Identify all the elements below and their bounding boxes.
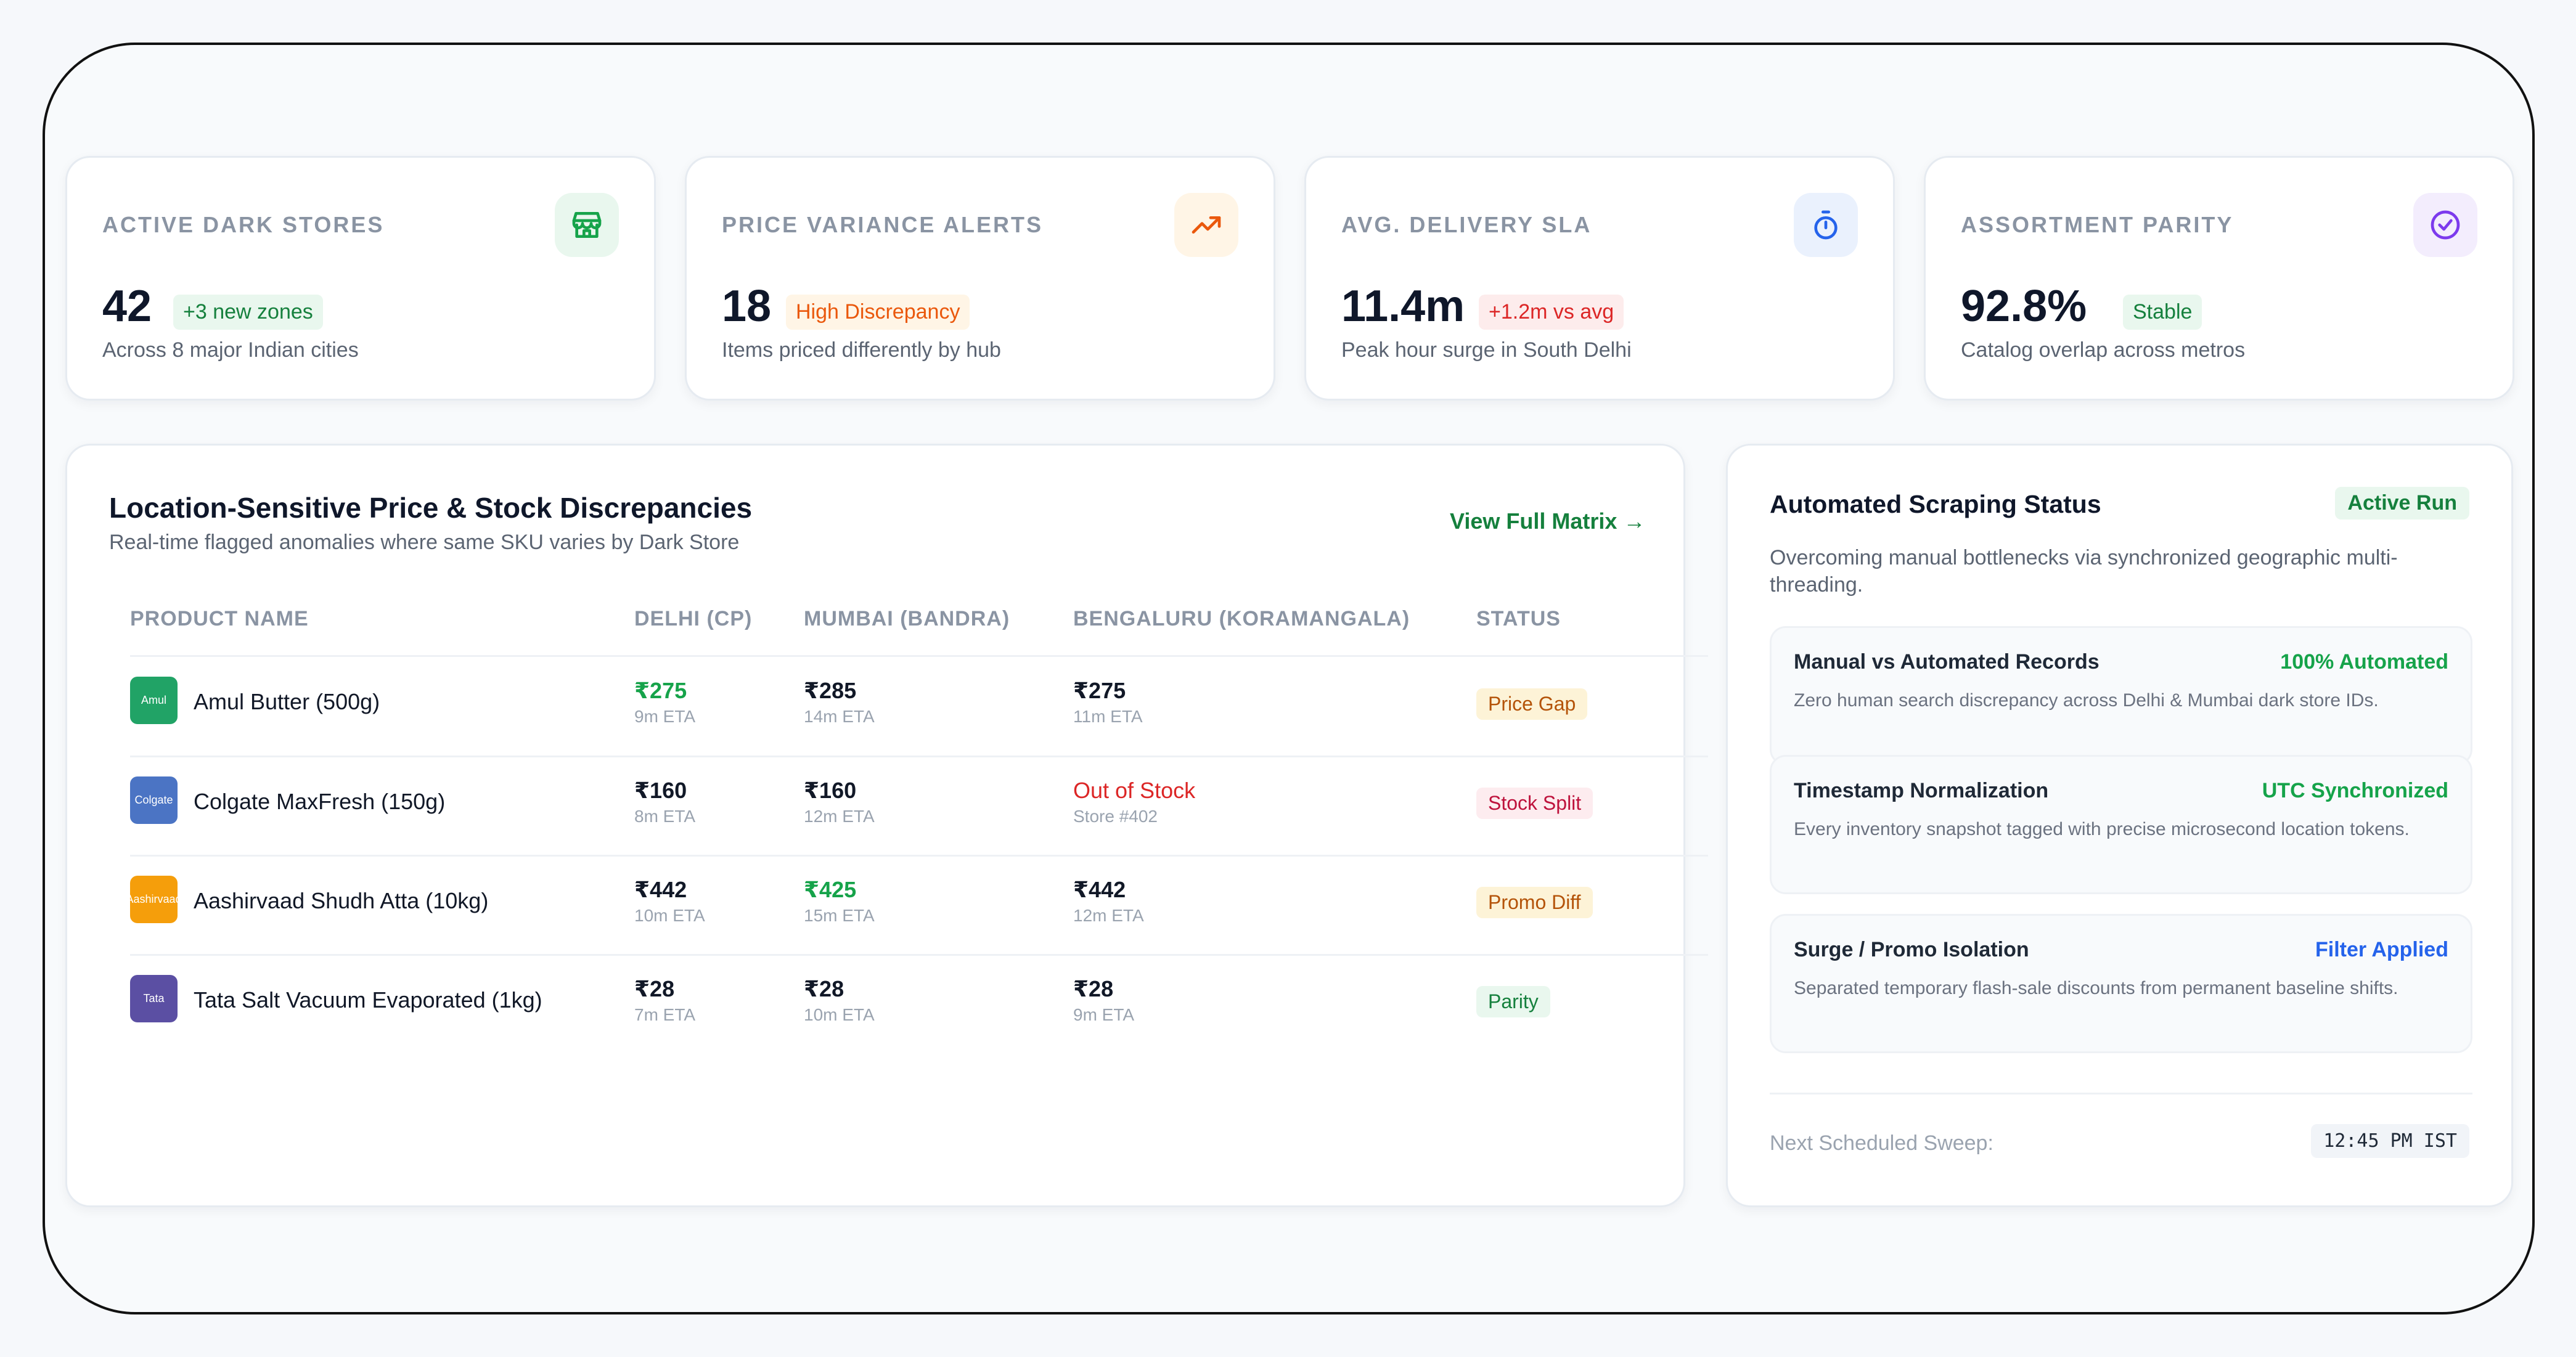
bengaluru-eta: 11m ETA [1073,707,1143,726]
delhi-eta: 8m ETA [634,807,696,826]
mumbai-price: ₹28 [804,976,844,1001]
trending-up-icon [1174,193,1238,257]
stopwatch-icon [1794,193,1858,257]
column-header-bengaluru: BENGALURU (KORAMANGALA) [1073,607,1410,630]
product-name: Aashirvaad Shudh Atta (10kg) [194,888,489,913]
delhi-price: ₹160 [634,778,687,803]
kpi-description: Items priced differently by hub [722,338,1001,362]
kpi-label: AVG. DELIVERY SLA [1341,212,1592,237]
kpi-card-avg-delivery-sla: AVG. DELIVERY SLA 11.4m +1.2m vs avg Pea… [1304,156,1895,401]
feature-tag: Filter Applied [2315,938,2448,961]
discrepancy-table-card: Location-Sensitive Price & Stock Discrep… [65,444,1708,1207]
column-header-product: PRODUCT NAME [130,607,309,630]
row-divider [130,954,1708,956]
mumbai-price: ₹425 [804,877,857,902]
divider [1770,1093,2472,1094]
mumbai-price: ₹285 [804,678,857,703]
next-sweep-time: 12:45 PM IST [2311,1124,2469,1158]
row-divider [130,655,1708,657]
kpi-value: 42 [102,282,152,331]
product-logo: Colgate [130,776,178,824]
active-run-badge: Active Run [2335,487,2469,520]
feature-surge-promo-isolation: Surge / Promo Isolation Filter Applied S… [1770,914,2472,1053]
bengaluru-eta: 12m ETA [1073,906,1144,925]
row-divider [130,855,1708,857]
store-icon [555,193,619,257]
feature-tag: UTC Synchronized [2262,779,2448,802]
kpi-description: Across 8 major Indian cities [102,338,359,362]
scraping-status-card: Automated Scraping Status Active Run Ove… [1726,444,2513,1207]
kpi-card-price-variance-alerts: PRICE VARIANCE ALERTS 18 High Discrepanc… [685,156,1275,401]
feature-manual-vs-automated: Manual vs Automated Records 100% Automat… [1770,626,2472,765]
bengaluru-eta: Store #402 [1073,807,1158,826]
bengaluru-price: Out of Stock [1073,778,1196,803]
feature-name: Manual vs Automated Records [1794,650,2100,674]
delhi-eta: 7m ETA [634,1005,696,1024]
kpi-description: Peak hour surge in South Delhi [1341,338,1632,362]
feature-description: Zero human search discrepancy across Del… [1794,690,2379,711]
kpi-value: 92.8% [1961,282,2087,331]
scraping-title: Automated Scraping Status [1770,490,2101,518]
feature-tag: 100% Automated [2280,650,2448,674]
product-logo: Aashirvaad [126,876,182,923]
feature-name: Timestamp Normalization [1794,779,2049,802]
kpi-label: ASSORTMENT PARITY [1961,212,2234,237]
bengaluru-eta: 9m ETA [1073,1005,1135,1024]
kpi-label: PRICE VARIANCE ALERTS [722,212,1044,237]
product-name: Amul Butter (500g) [194,689,380,714]
column-header-mumbai: MUMBAI (BANDRA) [804,607,1010,630]
status-badge: Stock Split [1476,788,1593,819]
status-badge: Promo Diff [1476,887,1593,918]
check-circle-icon [2413,193,2477,257]
kpi-value: 11.4m [1341,282,1465,331]
delhi-price: ₹275 [634,678,687,703]
bengaluru-price: ₹442 [1073,877,1126,902]
next-sweep-label: Next Scheduled Sweep: [1770,1131,1993,1155]
kpi-label: ACTIVE DARK STORES [102,212,385,237]
kpi-value: 18 [722,282,772,331]
delhi-eta: 10m ETA [634,906,705,925]
section-subtitle: Real-time flagged anomalies where same S… [109,531,740,554]
status-badge: Price Gap [1476,688,1588,720]
mumbai-eta: 12m ETA [804,807,875,826]
feature-description: Every inventory snapshot tagged with pre… [1794,819,2410,839]
product-logo: Tata [130,975,178,1022]
column-header-delhi: DELHI (CP) [634,607,753,630]
kpi-card-assortment-parity: ASSORTMENT PARITY 92.8% Stable Catalog o… [1924,156,2514,401]
column-header-status: STATUS [1476,607,1561,630]
delhi-eta: 9m ETA [634,707,696,726]
feature-timestamp-normalization: Timestamp Normalization UTC Synchronized… [1770,755,2472,894]
section-title: Location-Sensitive Price & Stock Discrep… [109,492,753,524]
product-name: Colgate MaxFresh (150g) [194,789,446,814]
delhi-price: ₹28 [634,976,675,1001]
row-divider [130,756,1708,757]
kpi-badge: Stable [2123,295,2202,330]
mumbai-price: ₹160 [804,778,857,803]
mumbai-eta: 14m ETA [804,707,875,726]
kpi-badge: +1.2m vs avg [1479,295,1624,330]
mumbai-eta: 10m ETA [804,1005,875,1024]
feature-description: Separated temporary flash-sale discounts… [1794,978,2398,998]
scraping-description: Overcoming manual bottlenecks via synchr… [1770,546,2398,597]
delhi-price: ₹442 [634,877,687,902]
product-logo: Amul [130,677,178,724]
status-badge: Parity [1476,986,1550,1017]
kpi-card-active-dark-stores: ACTIVE DARK STORES 42 +3 new zones Acros… [65,156,656,401]
view-full-matrix-link[interactable]: View Full Matrix → [1450,508,1646,534]
mumbai-eta: 15m ETA [804,906,875,925]
feature-name: Surge / Promo Isolation [1794,938,2029,961]
bengaluru-price: ₹275 [1073,678,1126,703]
product-name: Tata Salt Vacuum Evaporated (1kg) [194,987,542,1013]
bengaluru-price: ₹28 [1073,976,1114,1001]
kpi-description: Catalog overlap across metros [1961,338,2246,362]
kpi-badge: +3 new zones [173,295,323,330]
kpi-badge: High Discrepancy [786,295,970,330]
